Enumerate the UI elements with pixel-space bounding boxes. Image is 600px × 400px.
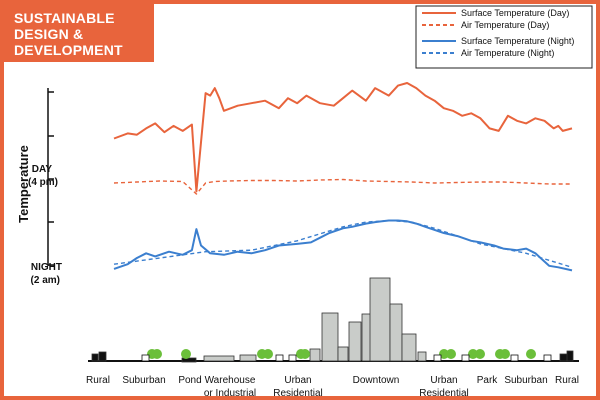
house-5 bbox=[510, 354, 519, 362]
tree-10 bbox=[475, 349, 485, 359]
tree-7 bbox=[439, 349, 449, 359]
series-line-0 bbox=[113, 82, 573, 193]
category-label-8-0: Suburban bbox=[504, 375, 547, 386]
category-label-3-0: Warehouse bbox=[205, 375, 256, 386]
series-line-1 bbox=[113, 178, 572, 195]
category-label-9-0: Rural bbox=[555, 375, 579, 386]
legend: Surface Temperature (Day) Air Temperature… bbox=[415, 5, 593, 69]
building-1 bbox=[98, 351, 107, 362]
building-7 bbox=[348, 321, 362, 362]
tree-4 bbox=[263, 349, 273, 359]
tree-13 bbox=[526, 349, 536, 359]
house-6 bbox=[543, 354, 552, 362]
night-marker-label: NIGHT bbox=[31, 262, 62, 273]
brand-line-1: SUSTAINABLE bbox=[14, 10, 115, 26]
tree-2 bbox=[181, 349, 191, 359]
day-marker-label: DAY bbox=[32, 164, 53, 175]
building-10 bbox=[389, 303, 403, 362]
house-4 bbox=[461, 354, 470, 362]
category-label-1-0: Suburban bbox=[122, 375, 165, 386]
night-marker-time: (2 am) bbox=[31, 275, 60, 286]
series-layer bbox=[113, 82, 573, 272]
house-0 bbox=[141, 354, 150, 362]
temperature-chart: Surface Temperature (Day) Air Temperature… bbox=[16, 5, 593, 396]
category-label-6-1: Residential bbox=[419, 388, 468, 396]
skyline-illustration bbox=[88, 277, 579, 363]
house-1 bbox=[275, 354, 284, 362]
day-marker-time: (4 pm) bbox=[28, 177, 58, 188]
series-line-2 bbox=[113, 219, 573, 272]
building-11 bbox=[401, 333, 417, 362]
tree-6 bbox=[300, 349, 310, 359]
category-labels: Rural Suburban Pond Warehouse or Industrial U… bbox=[86, 375, 579, 396]
building-12 bbox=[417, 351, 427, 362]
legend-box bbox=[415, 5, 593, 69]
brand-line-2: DESIGN & bbox=[14, 26, 84, 42]
legend-label-2: Surface Temperature (Night) bbox=[461, 36, 574, 46]
category-label-4-1: Residential bbox=[273, 388, 322, 396]
tree-12 bbox=[500, 349, 510, 359]
building-9 bbox=[369, 277, 391, 362]
category-label-2-0: Pond bbox=[178, 375, 201, 386]
building-2 bbox=[203, 355, 235, 362]
building-0 bbox=[91, 353, 99, 362]
category-label-0-0: Rural bbox=[86, 375, 110, 386]
house-2 bbox=[288, 354, 297, 362]
legend-label-0: Surface Temperature (Day) bbox=[461, 8, 569, 18]
category-label-5-0: Downtown bbox=[353, 375, 400, 386]
legend-label-3: Air Temperature (Night) bbox=[461, 48, 554, 58]
tree-1 bbox=[152, 349, 162, 359]
house-3 bbox=[433, 354, 442, 362]
building-4 bbox=[309, 348, 321, 362]
building-6 bbox=[337, 346, 349, 362]
category-label-7-0: Park bbox=[477, 375, 499, 386]
category-label-4-0: Urban bbox=[284, 375, 311, 386]
building-15 bbox=[566, 350, 574, 362]
legend-label-1: Air Temperature (Day) bbox=[461, 20, 549, 30]
brand-line-3: DEVELOPMENT bbox=[14, 42, 123, 58]
brand-banner: SUSTAINABLE DESIGN & DEVELOPMENT bbox=[4, 4, 154, 62]
tree-8 bbox=[446, 349, 456, 359]
category-label-3-1: or Industrial bbox=[204, 388, 256, 396]
building-5 bbox=[321, 312, 339, 362]
y-axis: Temperature DAY (4 pm) NIGHT (2 am) bbox=[16, 88, 62, 286]
category-label-6-0: Urban bbox=[430, 375, 457, 386]
y-axis-title: Temperature bbox=[16, 145, 31, 223]
series-line-3 bbox=[113, 219, 573, 268]
tree-9 bbox=[468, 349, 478, 359]
building-3 bbox=[239, 354, 257, 362]
